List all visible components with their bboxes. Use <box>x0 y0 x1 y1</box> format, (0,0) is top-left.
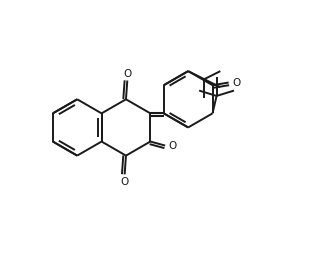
Text: O: O <box>121 177 129 187</box>
Text: O: O <box>123 69 131 79</box>
Text: O: O <box>169 141 177 151</box>
Text: O: O <box>232 78 240 88</box>
